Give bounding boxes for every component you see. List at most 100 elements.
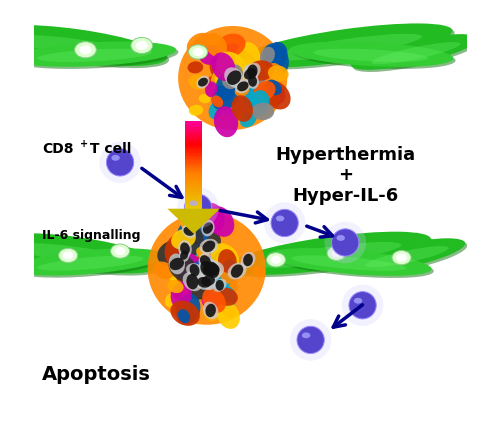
Bar xyxy=(186,170,202,172)
Ellipse shape xyxy=(260,47,275,65)
Bar xyxy=(186,137,202,139)
Ellipse shape xyxy=(74,42,96,58)
Ellipse shape xyxy=(268,248,432,276)
Ellipse shape xyxy=(174,252,203,278)
Ellipse shape xyxy=(182,224,196,239)
Ellipse shape xyxy=(168,253,185,275)
Ellipse shape xyxy=(14,44,178,69)
Ellipse shape xyxy=(202,259,221,281)
Ellipse shape xyxy=(206,265,219,278)
Ellipse shape xyxy=(254,65,272,79)
Ellipse shape xyxy=(206,304,216,317)
Ellipse shape xyxy=(12,35,138,59)
Ellipse shape xyxy=(227,70,242,85)
Ellipse shape xyxy=(200,255,211,267)
Bar xyxy=(186,162,202,164)
Ellipse shape xyxy=(197,259,216,278)
Bar xyxy=(186,187,202,190)
Ellipse shape xyxy=(250,67,266,87)
Ellipse shape xyxy=(220,94,249,116)
Ellipse shape xyxy=(235,79,250,94)
Ellipse shape xyxy=(302,333,310,338)
Ellipse shape xyxy=(220,74,236,90)
Ellipse shape xyxy=(232,51,258,82)
Ellipse shape xyxy=(220,67,245,86)
Ellipse shape xyxy=(188,61,204,74)
Bar xyxy=(186,180,202,181)
Bar xyxy=(186,140,202,142)
Ellipse shape xyxy=(252,103,274,120)
Ellipse shape xyxy=(196,270,212,283)
Ellipse shape xyxy=(217,301,240,329)
Ellipse shape xyxy=(203,222,213,234)
Ellipse shape xyxy=(112,155,120,161)
Ellipse shape xyxy=(165,294,176,307)
Ellipse shape xyxy=(182,255,204,276)
Ellipse shape xyxy=(353,36,480,72)
Ellipse shape xyxy=(186,263,203,277)
Ellipse shape xyxy=(216,33,246,57)
Text: CD8: CD8 xyxy=(42,142,74,156)
Ellipse shape xyxy=(270,256,281,264)
Bar xyxy=(186,164,202,166)
Ellipse shape xyxy=(201,261,224,279)
Ellipse shape xyxy=(170,281,192,308)
Ellipse shape xyxy=(180,250,188,260)
Ellipse shape xyxy=(231,265,243,278)
Ellipse shape xyxy=(203,301,218,320)
Ellipse shape xyxy=(179,248,190,262)
Ellipse shape xyxy=(222,45,234,59)
Ellipse shape xyxy=(234,84,250,97)
Ellipse shape xyxy=(213,279,226,292)
Ellipse shape xyxy=(214,106,238,137)
Bar xyxy=(186,210,202,212)
Ellipse shape xyxy=(248,90,270,116)
Text: +: + xyxy=(80,139,88,149)
Ellipse shape xyxy=(189,278,212,300)
Bar xyxy=(186,186,202,188)
Ellipse shape xyxy=(200,213,213,226)
Bar xyxy=(186,171,202,174)
Ellipse shape xyxy=(194,262,211,274)
Ellipse shape xyxy=(0,236,165,275)
Ellipse shape xyxy=(220,268,234,286)
Bar xyxy=(186,124,202,126)
Ellipse shape xyxy=(205,33,227,57)
Ellipse shape xyxy=(211,66,232,91)
Ellipse shape xyxy=(212,304,229,317)
Bar xyxy=(186,142,202,143)
Bar xyxy=(186,152,202,155)
Ellipse shape xyxy=(222,259,235,271)
Ellipse shape xyxy=(168,254,197,282)
Ellipse shape xyxy=(218,63,244,84)
Ellipse shape xyxy=(16,243,136,267)
Ellipse shape xyxy=(222,44,248,71)
Ellipse shape xyxy=(14,249,166,275)
Ellipse shape xyxy=(342,284,384,326)
Ellipse shape xyxy=(202,275,215,286)
Ellipse shape xyxy=(215,253,239,272)
Ellipse shape xyxy=(202,263,220,276)
Ellipse shape xyxy=(80,45,92,55)
Ellipse shape xyxy=(232,95,253,122)
Ellipse shape xyxy=(178,240,192,257)
Ellipse shape xyxy=(248,75,257,87)
Ellipse shape xyxy=(243,254,253,266)
Ellipse shape xyxy=(262,43,289,75)
Ellipse shape xyxy=(224,67,244,88)
Ellipse shape xyxy=(220,266,238,284)
Bar xyxy=(186,208,202,210)
Bar xyxy=(186,145,202,147)
Bar xyxy=(186,149,202,152)
Ellipse shape xyxy=(188,74,208,90)
Ellipse shape xyxy=(171,229,196,249)
Ellipse shape xyxy=(262,84,285,104)
Ellipse shape xyxy=(200,272,212,282)
Bar xyxy=(186,194,202,196)
Ellipse shape xyxy=(176,261,201,287)
Ellipse shape xyxy=(248,60,274,81)
Ellipse shape xyxy=(266,252,285,267)
Ellipse shape xyxy=(198,250,217,275)
Ellipse shape xyxy=(238,23,452,68)
Bar xyxy=(186,123,202,124)
